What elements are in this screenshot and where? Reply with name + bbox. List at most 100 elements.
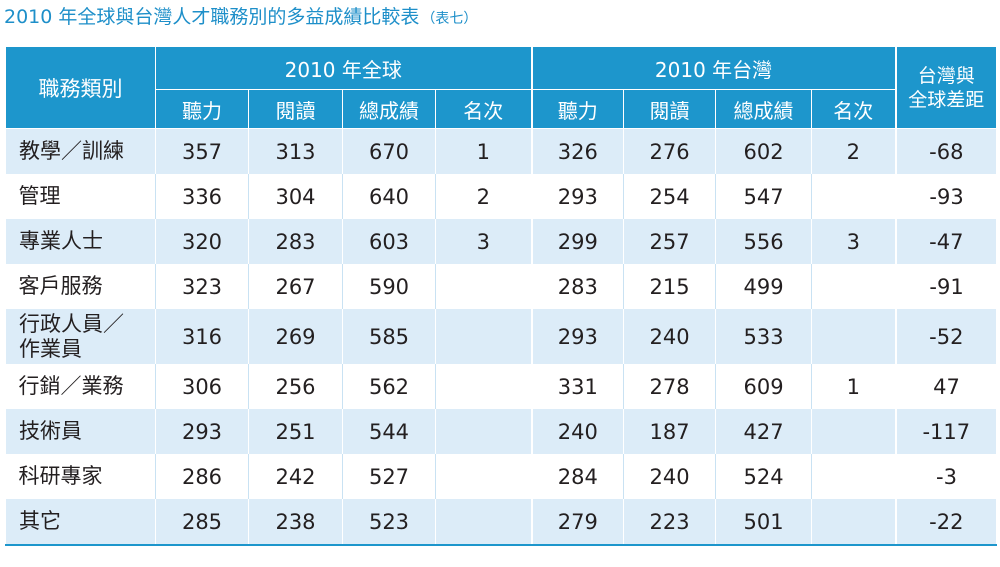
table-title: 2010 年全球與台灣人才職務別的多益成績比較表 （表七） bbox=[4, 2, 477, 32]
cell-taiwan-reading: 278 bbox=[623, 364, 717, 409]
header-global-listening: 聽力 bbox=[155, 89, 249, 129]
cell-taiwan-reading: 276 bbox=[623, 128, 717, 174]
cell-taiwan-reading: 223 bbox=[623, 499, 717, 546]
cell-category: 行銷／業務 bbox=[5, 364, 156, 409]
cell-taiwan-listening: 331 bbox=[530, 364, 625, 409]
cell-taiwan-listening: 240 bbox=[530, 409, 625, 454]
cell-difference: -22 bbox=[894, 499, 998, 546]
cell-global-reading: 238 bbox=[248, 499, 343, 546]
cell-global-total: 527 bbox=[342, 454, 436, 499]
table-row: 專業人士 320 283 603 3 299 257 556 3 -47 bbox=[5, 219, 998, 264]
header-category: 職務類別 bbox=[5, 46, 156, 129]
cell-taiwan-rank bbox=[811, 409, 897, 454]
cell-taiwan-reading: 257 bbox=[623, 219, 717, 264]
cell-difference: -91 bbox=[894, 264, 997, 309]
header-taiwan-group: 2010 年台灣 bbox=[530, 46, 897, 90]
cell-difference: -68 bbox=[894, 128, 998, 174]
header-global-group: 2010 年全球 bbox=[154, 46, 533, 90]
cell-taiwan-listening: 299 bbox=[530, 219, 625, 264]
cell-global-listening: 293 bbox=[155, 409, 249, 454]
cell-global-reading: 251 bbox=[248, 409, 343, 454]
title-text: 2010 年全球與台灣人才職務別的多益成績比較表 bbox=[4, 6, 420, 28]
cell-global-reading: 267 bbox=[248, 264, 343, 309]
header-difference-line1: 台灣與 bbox=[917, 64, 975, 87]
cell-global-total: 523 bbox=[342, 499, 436, 546]
cell-taiwan-rank bbox=[811, 454, 897, 499]
cell-taiwan-listening: 293 bbox=[530, 174, 625, 219]
cell-difference: -47 bbox=[894, 219, 998, 264]
table-row: 行銷／業務 306 256 562 331 278 609 1 47 bbox=[5, 364, 997, 409]
cell-taiwan-total: 427 bbox=[715, 409, 813, 454]
cell-category: 教學／訓練 bbox=[5, 128, 156, 174]
cell-global-rank bbox=[434, 409, 533, 454]
cell-global-rank: 3 bbox=[434, 219, 533, 264]
table-row: 科研專家 286 242 527 284 240 524 -3 bbox=[5, 454, 997, 499]
title-note: （表七） bbox=[421, 11, 478, 27]
cell-category: 客戶服務 bbox=[5, 264, 156, 309]
cell-global-total: 640 bbox=[342, 174, 436, 219]
cell-taiwan-reading: 240 bbox=[623, 454, 717, 499]
cell-global-listening: 336 bbox=[155, 174, 249, 219]
cell-global-rank: 2 bbox=[434, 174, 533, 219]
cell-taiwan-listening: 279 bbox=[530, 499, 625, 546]
header-global-reading: 閱讀 bbox=[248, 89, 343, 129]
cell-taiwan-reading: 240 bbox=[623, 309, 717, 364]
cell-global-rank bbox=[434, 264, 533, 309]
cell-global-reading: 283 bbox=[248, 219, 343, 264]
cell-difference: -52 bbox=[894, 309, 998, 364]
cell-category: 科研專家 bbox=[5, 454, 156, 499]
cell-global-reading: 313 bbox=[248, 128, 343, 174]
cell-global-total: 562 bbox=[342, 364, 436, 409]
cell-global-listening: 357 bbox=[155, 128, 249, 174]
cell-global-listening: 323 bbox=[155, 264, 249, 309]
cell-global-listening: 286 bbox=[155, 454, 249, 499]
cell-category: 其它 bbox=[5, 499, 156, 546]
cell-taiwan-listening: 283 bbox=[530, 264, 625, 309]
cell-global-reading: 304 bbox=[248, 174, 343, 219]
table-row: 教學／訓練 357 313 670 1 326 276 602 2 -68 bbox=[5, 128, 998, 174]
cell-taiwan-total: 499 bbox=[715, 264, 813, 309]
table-row: 其它 285 238 523 279 223 501 -22 bbox=[5, 499, 998, 546]
cell-global-listening: 316 bbox=[155, 309, 249, 364]
header-difference-line2: 全球差距 bbox=[908, 88, 985, 111]
cell-global-total: 590 bbox=[342, 264, 436, 309]
cell-difference: -93 bbox=[894, 174, 997, 219]
cell-difference: 47 bbox=[894, 364, 997, 409]
comparison-table: 職務類別 2010 年全球 2010 年台灣 台灣與 全球差距 聽力 閱讀 總成… bbox=[5, 46, 998, 546]
table-row: 管理 336 304 640 2 293 254 547 -93 bbox=[5, 174, 997, 219]
cell-taiwan-rank bbox=[811, 264, 897, 309]
header-taiwan-total: 總成績 bbox=[715, 89, 813, 129]
cell-taiwan-total: 533 bbox=[715, 309, 813, 364]
cell-difference: -3 bbox=[894, 454, 997, 499]
cell-taiwan-rank bbox=[811, 499, 897, 546]
header-taiwan-rank: 名次 bbox=[811, 89, 897, 129]
cell-global-total: 603 bbox=[342, 219, 436, 264]
cell-global-listening: 285 bbox=[155, 499, 249, 546]
cell-global-total: 585 bbox=[342, 309, 436, 364]
cell-taiwan-rank bbox=[811, 309, 897, 364]
cell-global-listening: 306 bbox=[155, 364, 249, 409]
table-row: 技術員 293 251 544 240 187 427 -117 bbox=[5, 409, 998, 454]
header-taiwan-listening: 聽力 bbox=[530, 89, 625, 129]
cell-global-reading: 269 bbox=[248, 309, 343, 364]
cell-category: 技術員 bbox=[5, 409, 156, 454]
cell-taiwan-listening: 293 bbox=[530, 309, 625, 364]
cell-taiwan-reading: 215 bbox=[623, 264, 717, 309]
cell-taiwan-rank: 2 bbox=[811, 128, 897, 174]
cell-taiwan-total: 547 bbox=[715, 174, 813, 219]
table-body: 教學／訓練 357 313 670 1 326 276 602 2 -68 管理 336 304 640 2… bbox=[5, 128, 998, 546]
cell-global-rank bbox=[434, 499, 533, 546]
cell-taiwan-reading: 254 bbox=[623, 174, 717, 219]
cell-taiwan-total: 501 bbox=[715, 499, 813, 546]
cell-global-total: 544 bbox=[342, 409, 436, 454]
cell-taiwan-listening: 326 bbox=[530, 128, 625, 174]
cell-global-rank bbox=[434, 454, 533, 499]
cell-global-rank bbox=[434, 309, 533, 364]
header-difference: 台灣與 全球差距 bbox=[894, 46, 998, 129]
cell-taiwan-total: 602 bbox=[715, 128, 813, 174]
cell-taiwan-rank: 3 bbox=[811, 219, 897, 264]
cell-category: 行政人員／作業員 bbox=[5, 309, 156, 364]
cell-category: 管理 bbox=[5, 174, 156, 219]
cell-difference: -117 bbox=[894, 409, 998, 454]
cell-global-rank bbox=[434, 364, 533, 409]
